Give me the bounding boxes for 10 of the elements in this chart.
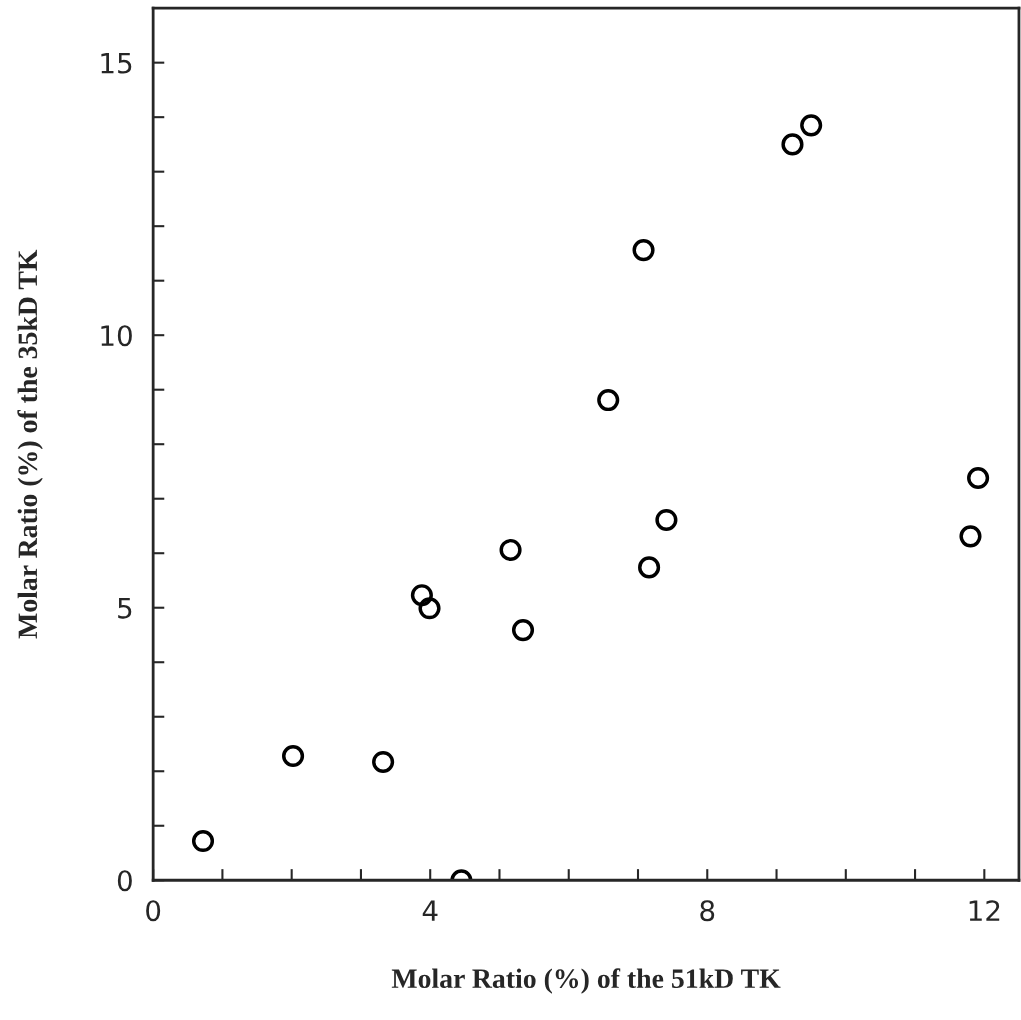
x-axis-title: Molar Ratio (%) of the 51kD TK (391, 968, 781, 994)
y-tick-label: 10 (101, 325, 132, 347)
x-tick-label: 12 (969, 900, 1000, 921)
y-tick-label: 5 (118, 598, 132, 619)
x-tick-label: 4 (422, 900, 438, 921)
y-axis-title: Molar Ratio (%) of the 35kD TK (17, 249, 43, 639)
y-tick-label: 15 (101, 52, 132, 74)
y-tick-label: 0 (117, 870, 132, 892)
x-tick-label: 8 (700, 900, 715, 922)
x-tick-label: 0 (146, 900, 161, 922)
